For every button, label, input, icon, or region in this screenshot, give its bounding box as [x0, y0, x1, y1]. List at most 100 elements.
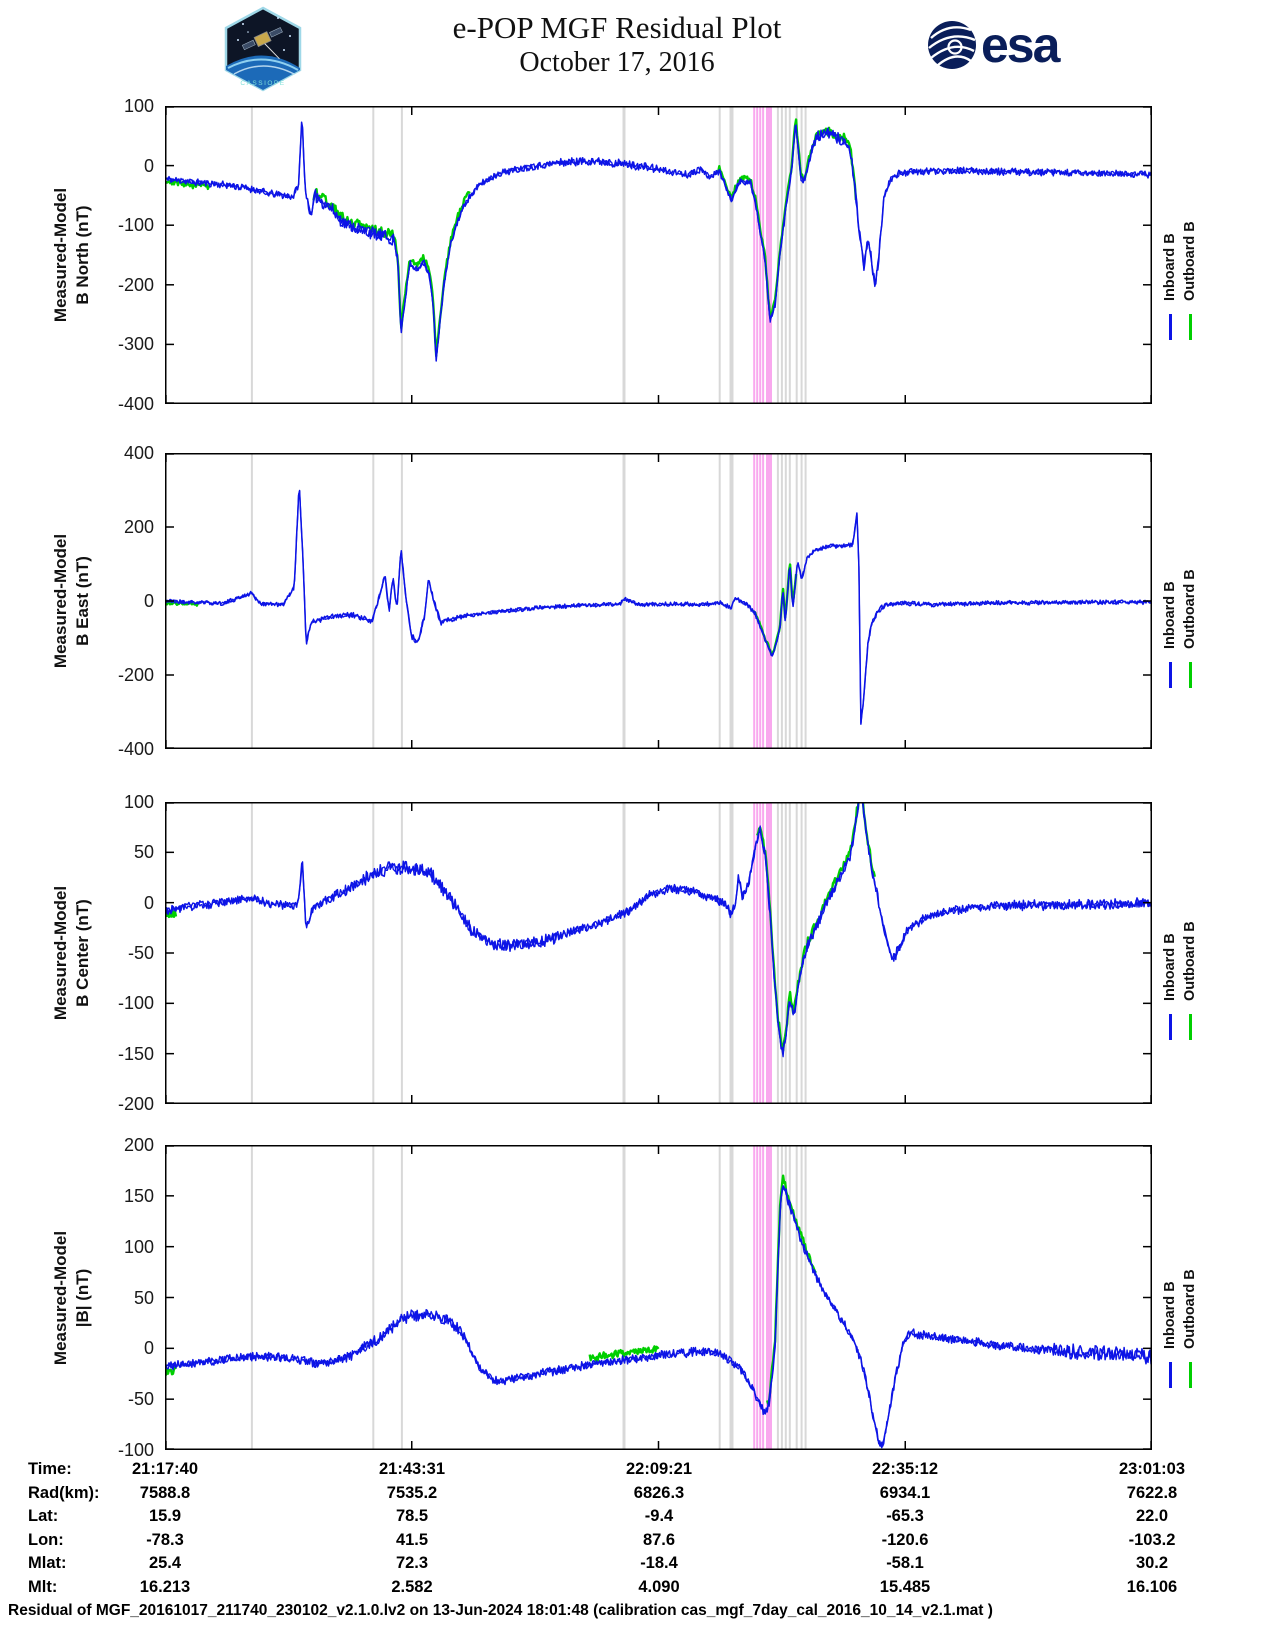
event-line — [622, 107, 626, 403]
event-line — [372, 107, 375, 403]
axes-frame — [165, 1145, 1152, 1450]
event-line — [756, 107, 759, 403]
legend-outboard-label: Outboard B — [1182, 1269, 1198, 1349]
y-tick-label: 100 — [123, 96, 154, 116]
outboard-b-trace — [717, 118, 858, 319]
event-line — [622, 1146, 626, 1449]
event-line — [718, 1146, 721, 1449]
ephemeris-row-mlat: Mlat: 25.4 72.3 -18.4 -58.1 30.2 — [0, 1554, 1275, 1577]
event-line — [753, 107, 756, 403]
event-line — [756, 454, 759, 748]
event-line — [250, 1146, 253, 1449]
event-line — [776, 454, 779, 748]
y-axis-title-b_magnitude: Measured-Model |B| (nT) — [51, 1230, 92, 1366]
inboard-b-trace — [165, 490, 1152, 726]
event-line — [759, 107, 762, 403]
inboard-b-trace — [165, 124, 1152, 359]
legend-outboard-label: Outboard B — [1182, 921, 1198, 1001]
y-tick-label: 100 — [123, 792, 154, 812]
panel-b_center-plot — [165, 802, 1152, 1104]
event-line — [800, 1146, 803, 1449]
event-line — [250, 454, 253, 748]
inboard-line-swatch — [1168, 662, 1172, 688]
row-value: 23:01:03 — [1118, 1460, 1186, 1478]
event-line — [804, 107, 807, 403]
row-value: 87.6 — [642, 1531, 676, 1549]
event-line — [622, 803, 626, 1103]
esa-globe-icon — [928, 21, 976, 69]
y-tick-label: -200 — [117, 1094, 154, 1114]
event-line — [795, 107, 798, 403]
event-line — [795, 1146, 798, 1449]
event-line — [780, 1146, 783, 1449]
ephemeris-row-lon: Lon: -78.3 41.5 87.6 -120.6 -103.2 — [0, 1531, 1275, 1554]
legend-inboard-label: Inboard B — [1162, 933, 1178, 1001]
ephemeris-row-time: Time: 21:17:40 21:43:31 22:09:21 22:35:12 23:… — [0, 1460, 1275, 1483]
axes-frame — [165, 802, 1152, 1104]
legend-b_center: Inboard B Outboard B — [1160, 921, 1200, 1040]
event-line — [784, 803, 787, 1103]
panel-b_magnitude-plot — [165, 1145, 1152, 1450]
legend-item-inboard: Inboard B — [1160, 1269, 1180, 1388]
footer-caption: Residual of MGF_20161017_211740_230102_v… — [8, 1602, 993, 1619]
axes-frame — [165, 106, 1152, 404]
plot-title: e-POP MGF Residual Plot — [452, 10, 782, 45]
y-tick-label: 0 — [143, 1338, 154, 1358]
y-tick-label: 0 — [143, 893, 154, 913]
inboard-line-swatch — [1168, 314, 1172, 340]
event-line — [788, 454, 791, 748]
y-tick-label: 200 — [123, 517, 154, 537]
inboard-line-swatch — [1168, 1014, 1172, 1040]
event-line — [776, 803, 779, 1103]
row-value: 16.213 — [139, 1578, 191, 1596]
event-line — [729, 803, 734, 1103]
event-line — [762, 454, 765, 748]
legend-b_east: Inboard B Outboard B — [1160, 569, 1200, 688]
inboard-line-swatch — [1168, 1362, 1172, 1388]
event-line — [753, 803, 756, 1103]
panel-b_north-plot — [165, 106, 1152, 404]
y-axis-title-b_east: Measured-Model B East (nT) — [51, 533, 92, 669]
row-value: -78.3 — [146, 1531, 184, 1549]
row-value: 22.0 — [1135, 1507, 1169, 1525]
esa-wordmark: esa — [981, 17, 1060, 73]
inboard-b-trace — [165, 489, 1152, 725]
event-line — [788, 107, 791, 403]
event-line — [776, 1146, 779, 1449]
y-tick-label: -100 — [117, 215, 154, 235]
row-value: 6826.3 — [633, 1484, 685, 1502]
row-value: 21:17:40 — [131, 1460, 199, 1478]
event-line — [372, 803, 375, 1103]
y-tick-label: -200 — [117, 275, 154, 295]
row-value: 7588.8 — [139, 1484, 191, 1502]
outboard-line-swatch — [1188, 314, 1192, 340]
event-line — [762, 1146, 765, 1449]
row-value: -65.3 — [886, 1507, 924, 1525]
row-value: 22:09:21 — [625, 1460, 693, 1478]
event-line — [762, 803, 765, 1103]
row-value: 15.9 — [148, 1507, 182, 1525]
row-value: 16.106 — [1126, 1578, 1178, 1596]
row-label: Mlt: — [28, 1578, 58, 1596]
y-tick-label: 50 — [133, 1288, 154, 1308]
row-label: Time: — [28, 1460, 72, 1478]
legend-inboard-label: Inboard B — [1162, 233, 1178, 301]
esa-logo: esa — [925, 17, 1060, 73]
event-line — [780, 107, 783, 403]
legend-inboard-label: Inboard B — [1162, 581, 1178, 649]
patch-title: CASSIOPE — [240, 80, 285, 87]
row-label: Lat: — [28, 1507, 59, 1525]
event-line — [800, 454, 803, 748]
y-tick-label: 200 — [123, 1135, 154, 1155]
event-line — [729, 454, 734, 748]
cassiope-patch-logo: CASSIOPE — [224, 6, 302, 92]
event-line — [759, 454, 762, 748]
row-value: 22:35:12 — [871, 1460, 939, 1478]
event-line — [800, 803, 803, 1103]
outboard-b-trace — [165, 1366, 177, 1376]
event-line — [766, 1146, 772, 1449]
event-line — [766, 107, 772, 403]
event-line — [804, 454, 807, 748]
legend-item-inboard: Inboard B — [1160, 221, 1180, 340]
